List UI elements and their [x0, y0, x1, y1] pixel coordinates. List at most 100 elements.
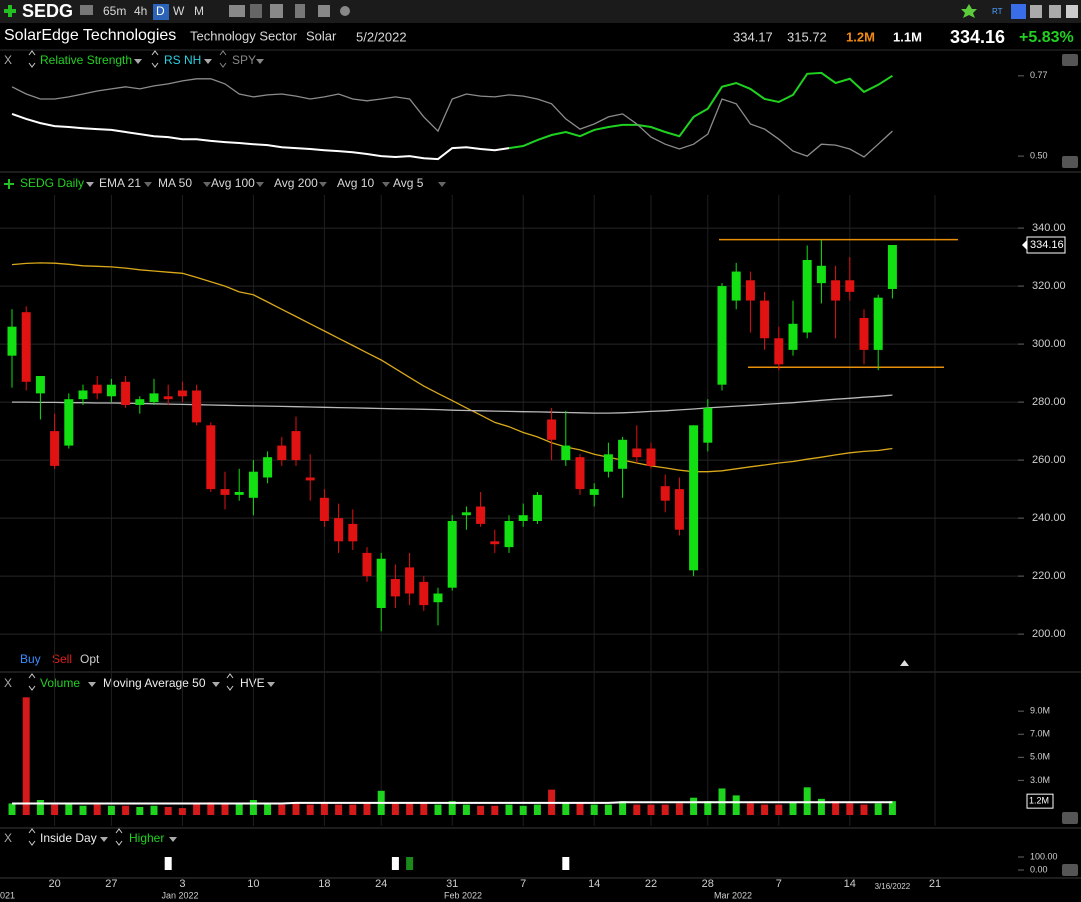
bar: [335, 804, 343, 815]
move-icon[interactable]: [115, 828, 123, 846]
candle-body: [149, 393, 159, 403]
candle-body: [476, 506, 486, 524]
dropdown-icon: [203, 182, 211, 187]
legend-item[interactable]: RS NH: [164, 53, 201, 67]
move-icon[interactable]: [226, 673, 234, 691]
legend-item[interactable]: Higher: [129, 831, 164, 845]
bar: [874, 803, 882, 815]
dropdown-icon[interactable]: [86, 182, 94, 187]
legend-item[interactable]: Avg 10: [337, 176, 374, 190]
icon[interactable]: [80, 5, 93, 15]
candle-body: [689, 425, 699, 571]
bar: [8, 803, 16, 815]
legend-item[interactable]: Volume: [40, 676, 80, 690]
legend-item[interactable]: Avg 5: [393, 176, 424, 190]
candle-body: [405, 567, 415, 594]
interval[interactable]: W: [173, 4, 185, 18]
bar: [888, 801, 896, 815]
bar: [221, 803, 229, 815]
dropdown-icon[interactable]: [204, 59, 212, 64]
candle-body: [64, 399, 74, 446]
icon[interactable]: [270, 4, 283, 18]
dropdown-icon[interactable]: [88, 682, 96, 687]
interval[interactable]: 65m: [103, 4, 126, 18]
icon[interactable]: [1030, 5, 1042, 18]
candle-body: [263, 457, 273, 478]
close-panel[interactable]: X: [4, 831, 12, 845]
icon[interactable]: [1066, 5, 1078, 18]
icon[interactable]: [1011, 4, 1026, 19]
dropdown-icon[interactable]: [100, 837, 108, 842]
interval[interactable]: M: [194, 4, 204, 18]
bar: [533, 804, 541, 815]
panel-button[interactable]: [1062, 54, 1078, 66]
bar: [164, 806, 172, 815]
legend-item[interactable]: SPY: [232, 53, 256, 67]
last-value-label: 1.2M: [1029, 796, 1049, 806]
bar: [107, 805, 115, 815]
bar: [193, 803, 201, 815]
volume: 1.2M: [846, 29, 875, 44]
bar: [462, 804, 470, 815]
bar: [661, 804, 669, 815]
option-button[interactable]: Opt: [80, 652, 100, 666]
dropdown-icon[interactable]: [134, 59, 142, 64]
scroll-marker[interactable]: [900, 660, 909, 666]
bar: [633, 804, 641, 815]
legend-item[interactable]: Relative Strength: [40, 53, 132, 67]
candle-body: [106, 384, 116, 397]
bar: [349, 804, 357, 815]
candle-body: [561, 445, 571, 461]
icon[interactable]: [318, 5, 330, 17]
icon[interactable]: [250, 4, 262, 18]
candle-body: [121, 381, 131, 405]
candle-body: [50, 431, 60, 466]
dropdown-icon[interactable]: [212, 682, 220, 687]
add-icon[interactable]: [4, 5, 16, 17]
buy-button[interactable]: Buy: [20, 652, 41, 666]
candle-body: [831, 280, 841, 301]
legend-item[interactable]: MA 50: [158, 176, 192, 190]
symbol[interactable]: SEDG: [22, 1, 73, 21]
sell-button[interactable]: Sell: [52, 652, 72, 666]
icon[interactable]: [340, 6, 350, 16]
bar: [164, 857, 172, 870]
legend-item[interactable]: Avg 200: [274, 176, 318, 190]
icon[interactable]: [1049, 5, 1061, 18]
dropdown-icon[interactable]: [169, 837, 177, 842]
add-icon[interactable]: [4, 179, 14, 189]
legend-item[interactable]: Moving Average 50: [103, 676, 206, 690]
panel-button[interactable]: [1062, 864, 1078, 876]
legend-item[interactable]: EMA 21: [99, 176, 141, 190]
bar: [519, 805, 527, 815]
low: 315.72: [787, 29, 827, 44]
candle-body: [248, 471, 258, 498]
legend-item[interactable]: HVE: [240, 676, 265, 690]
candle-body: [35, 375, 45, 394]
interval[interactable]: 4h: [134, 4, 147, 18]
icon[interactable]: [295, 4, 305, 18]
bar: [789, 802, 797, 815]
candle-body: [291, 431, 301, 461]
dropdown-icon[interactable]: [267, 682, 275, 687]
panel-button[interactable]: [1062, 812, 1078, 824]
bar: [491, 805, 499, 815]
move-icon[interactable]: [28, 50, 36, 68]
panel-button[interactable]: [1062, 156, 1078, 168]
move-icon[interactable]: [151, 50, 159, 68]
move-icon[interactable]: [28, 673, 36, 691]
legend-item[interactable]: Avg 100: [211, 176, 255, 190]
last-price: 334.16: [950, 27, 1005, 47]
bar: [690, 797, 698, 815]
icon[interactable]: [229, 5, 245, 17]
rt-label[interactable]: RT: [992, 7, 1003, 16]
close-panel[interactable]: X: [4, 53, 12, 67]
move-icon[interactable]: [28, 828, 36, 846]
star-icon[interactable]: [961, 4, 977, 18]
close-panel[interactable]: X: [4, 676, 12, 690]
dropdown-icon[interactable]: [256, 59, 264, 64]
dropdown-icon: [382, 182, 390, 187]
legend-item[interactable]: Inside Day: [40, 831, 97, 845]
move-icon[interactable]: [219, 50, 227, 68]
interval[interactable]: D: [156, 4, 165, 18]
